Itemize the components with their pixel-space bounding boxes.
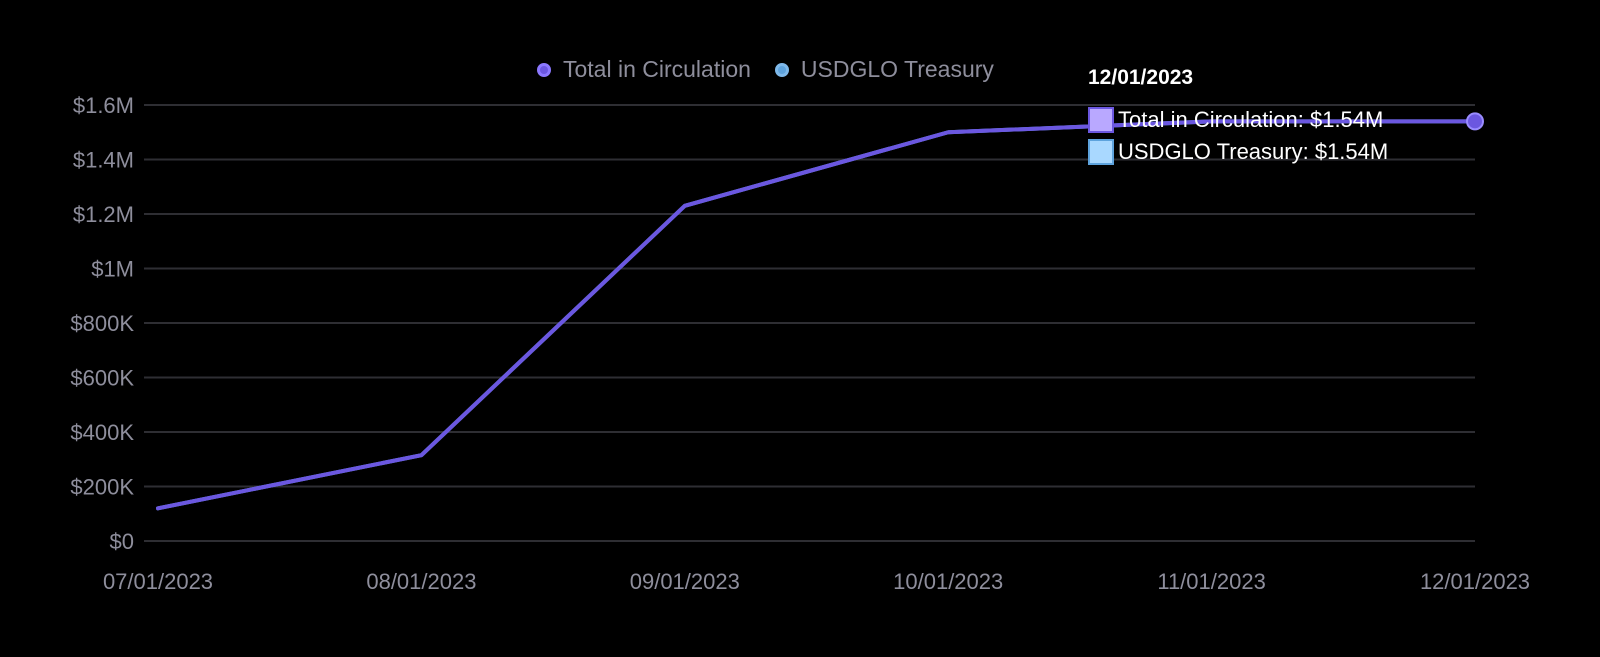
series-line-usdglo-treasury [156, 119, 1477, 511]
y-tick-label: $800K [70, 311, 134, 336]
tooltip-row-total: Total in Circulation: $1.54M [1088, 104, 1388, 136]
circle-dot-icon [537, 62, 551, 77]
x-tick-label: 11/01/2023 [1157, 569, 1265, 594]
x-tick-label: 12/01/2023 [1420, 569, 1530, 594]
x-tick-label: 08/01/2023 [366, 569, 476, 594]
tooltip-date: 12/01/2023 [1088, 66, 1194, 89]
x-tick-label: 07/01/2023 [103, 569, 213, 594]
x-tick-label: 10/01/2023 [893, 569, 1003, 594]
y-tick-label: $400K [70, 420, 134, 445]
y-tick-label: $1.4M [73, 148, 134, 173]
chart-tooltip: 12/01/2023 Total in Circulation: $1.54M … [1088, 66, 1388, 168]
x-tick-label: 09/01/2023 [630, 569, 740, 594]
y-tick-label: $600K [70, 366, 134, 391]
series-line-total-in-circulation [156, 119, 1477, 511]
color-swatch-icon [1088, 107, 1114, 133]
legend-label: USDGLO Treasury [800, 56, 994, 82]
y-tick-label: $1M [91, 257, 134, 282]
circle-dot-icon [774, 62, 789, 77]
series-lines [156, 112, 1484, 511]
y-axis-ticks: $0 $200K $400K $600K $800K $1M $1.2M $1.4M $1.6M [70, 93, 134, 554]
color-swatch-icon [1088, 139, 1114, 165]
active-point-marker[interactable] [1466, 112, 1484, 131]
legend-item-usdglo-treasury[interactable]: USDGLO Treasury [774, 56, 994, 83]
y-tick-label: $1.2M [73, 202, 134, 227]
legend-label: Total in Circulation [563, 56, 751, 82]
y-tick-label: $200K [70, 475, 134, 500]
x-axis-ticks: 07/01/2023 08/01/2023 09/01/2023 10/01/2023… [103, 569, 1530, 594]
legend-item-total-in-circulation[interactable]: Total in Circulation [537, 56, 751, 83]
y-tick-label: $1.6M [73, 93, 134, 118]
chart-legend: Total in Circulation USDGLO Treasury [537, 56, 1018, 83]
y-tick-label: $0 [110, 529, 134, 554]
tooltip-value: USDGLO Treasury: $1.54M [1118, 139, 1389, 164]
tooltip-row-treasury: USDGLO Treasury: $1.54M [1088, 136, 1388, 168]
gridlines [144, 104, 1475, 542]
tooltip-value: Total in Circulation: $1.54M [1118, 107, 1384, 132]
